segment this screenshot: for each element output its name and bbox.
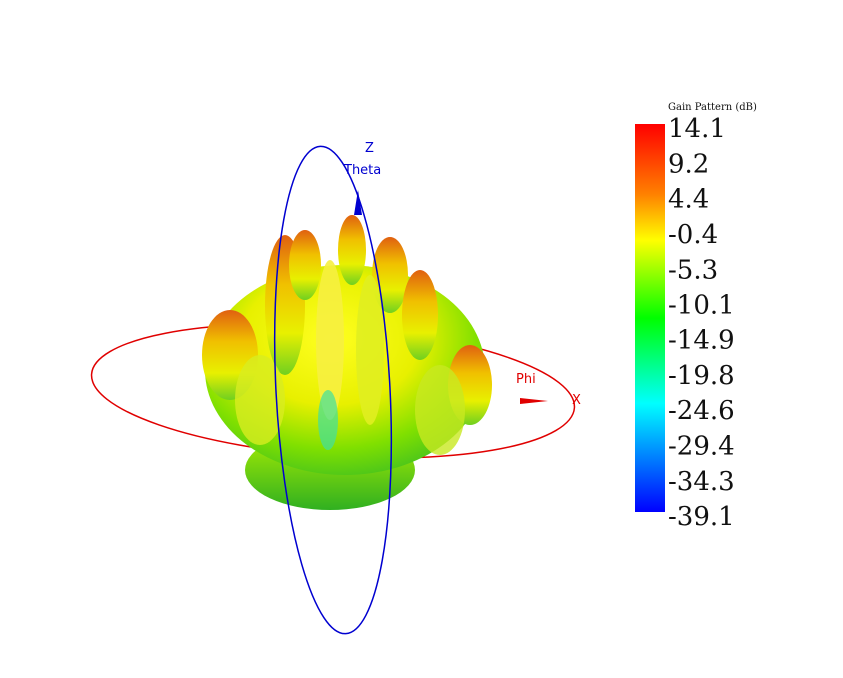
colorbar-tick-label: -10.1	[668, 290, 735, 320]
colorbar-tick-label: -5.3	[668, 255, 718, 285]
colorbar-tick-label: 14.1	[668, 114, 726, 144]
z-arrow	[354, 190, 362, 215]
colorbar-tick-label: -0.4	[668, 220, 718, 250]
theta-label: Theta	[343, 163, 381, 178]
colorbar-tick-label: -29.4	[668, 431, 735, 461]
colorbar-tick-label: -19.8	[668, 361, 735, 391]
x-arrow	[520, 398, 548, 404]
z-label: Z	[365, 141, 374, 156]
colorbar-tick-label: -14.9	[668, 326, 735, 356]
theta-circle	[273, 145, 393, 635]
colorbar-tick-label: 9.2	[668, 150, 709, 180]
radiation-pattern	[202, 215, 492, 510]
colorbar-tick-label: -24.6	[668, 396, 735, 426]
colorbar-tick-label: -39.1	[668, 502, 735, 532]
colorbar	[635, 124, 665, 512]
colorbar-title: Gain Pattern (dB)	[668, 102, 757, 113]
x-label: X	[572, 393, 581, 408]
colorbar-tick-label: 4.4	[668, 185, 709, 215]
phi-label: Phi	[516, 372, 536, 387]
colorbar-tick-label: -34.3	[668, 467, 735, 497]
